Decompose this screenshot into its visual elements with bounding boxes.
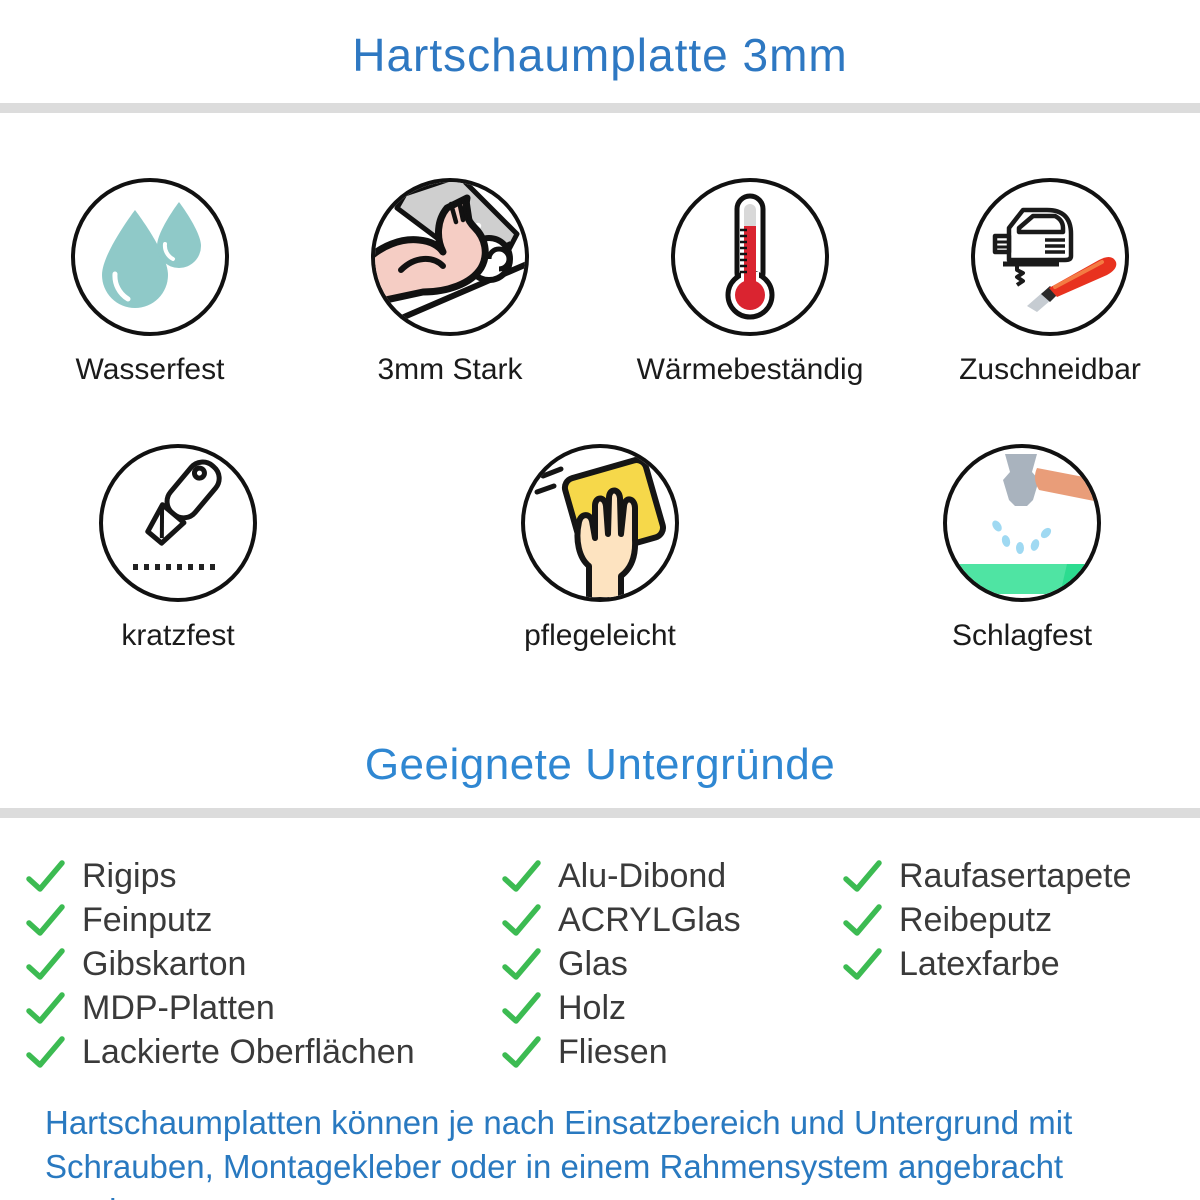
feature-row-1: Wasserfest 3mm Stark [0, 178, 1200, 387]
substrates-column-3: Raufasertapete Reibeputz Latexfarbe [842, 854, 1172, 986]
substrates-heading: Geeignete Untergründe [364, 740, 836, 789]
list-item: Holz [501, 986, 842, 1030]
check-icon [502, 904, 541, 936]
page-title: Hartschaumplatte 3mm [352, 29, 848, 81]
list-item: Reibeputz [842, 898, 1172, 942]
divider-top [0, 103, 1200, 113]
check-icon [26, 948, 65, 980]
feature-label: pflegeleicht [524, 619, 676, 652]
feature-zuschneidbar: Zuschneidbar [930, 178, 1170, 387]
feature-row-2: kratzfest pflegeleicht [0, 444, 1200, 653]
check-icon [26, 904, 65, 936]
mounting-note-line: Schrauben, Montagekleber oder in einem R… [45, 1148, 1064, 1200]
wiping-hand-cloth-icon [521, 444, 679, 602]
list-item-label: Alu-Dibond [558, 856, 727, 895]
mounting-note-line: Hartschaumplatten können je nach Einsatz… [45, 1104, 1073, 1141]
water-drops-icon [71, 178, 229, 336]
list-item-label: Lackierte Oberflächen [82, 1032, 415, 1071]
feature-pflegeleicht: pflegeleicht [480, 444, 720, 653]
check-icon [502, 948, 541, 980]
list-item: Latexfarbe [842, 942, 1172, 986]
utility-knife-icon [99, 444, 257, 602]
list-item-label: Holz [558, 988, 627, 1027]
check-icon [26, 992, 65, 1024]
check-icon [26, 1036, 65, 1068]
feature-3mm-stark: 3mm Stark [330, 178, 570, 387]
substrates-list: Rigips Feinputz Gibskarton MDP-Platten L… [25, 854, 1172, 1074]
list-item-label: Raufasertapete [899, 856, 1132, 895]
list-item: Feinputz [25, 898, 501, 942]
mounting-note: Hartschaumplatten können je nach Einsatz… [45, 1101, 1170, 1200]
substrates-column-2: Alu-Dibond ACRYLGlas Glas Holz Fliesen [501, 854, 842, 1074]
feature-label: Wärmebeständig [636, 353, 864, 386]
feature-label: kratzfest [121, 619, 235, 652]
list-item-label: Feinputz [82, 900, 213, 939]
list-item-label: ACRYLGlas [558, 900, 741, 939]
check-icon [26, 860, 65, 892]
list-item: Raufasertapete [842, 854, 1172, 898]
list-item: Lackierte Oberflächen [25, 1030, 501, 1074]
feature-label: Wasserfest [75, 353, 225, 386]
feature-schlagfest: Schlagfest [902, 444, 1142, 653]
divider-substrates [0, 808, 1200, 818]
feature-wasserfest: Wasserfest [30, 178, 270, 387]
list-item-label: Reibeputz [899, 900, 1053, 939]
list-item: Gibskarton [25, 942, 501, 986]
check-icon [843, 860, 882, 892]
list-item-label: Glas [558, 944, 628, 983]
list-item-label: Latexfarbe [899, 944, 1060, 983]
check-icon [843, 948, 882, 980]
substrates-column-1: Rigips Feinputz Gibskarton MDP-Platten L… [25, 854, 501, 1074]
list-item: Glas [501, 942, 842, 986]
list-item: Rigips [25, 854, 501, 898]
list-item-label: Fliesen [558, 1032, 668, 1071]
flexed-arm-foam-roll-icon [371, 178, 529, 336]
list-item: Fliesen [501, 1030, 842, 1074]
feature-kratzfest: kratzfest [58, 444, 298, 653]
list-item: Alu-Dibond [501, 854, 842, 898]
list-item-label: Gibskarton [82, 944, 247, 983]
check-icon [843, 904, 882, 936]
feature-label: Zuschneidbar [959, 353, 1141, 386]
list-item-label: MDP-Platten [82, 988, 275, 1027]
thermometer-icon [671, 178, 829, 336]
feature-waermebestaendig: Wärmebeständig [630, 178, 870, 387]
jigsaw-cutter-icon [971, 178, 1129, 336]
list-item: ACRYLGlas [501, 898, 842, 942]
check-icon [502, 992, 541, 1024]
list-item: MDP-Platten [25, 986, 501, 1030]
list-item-label: Rigips [82, 856, 177, 895]
feature-label: 3mm Stark [377, 353, 523, 386]
check-icon [502, 1036, 541, 1068]
hammer-impact-icon [943, 444, 1101, 602]
feature-label: Schlagfest [951, 619, 1093, 652]
check-icon [502, 860, 541, 892]
